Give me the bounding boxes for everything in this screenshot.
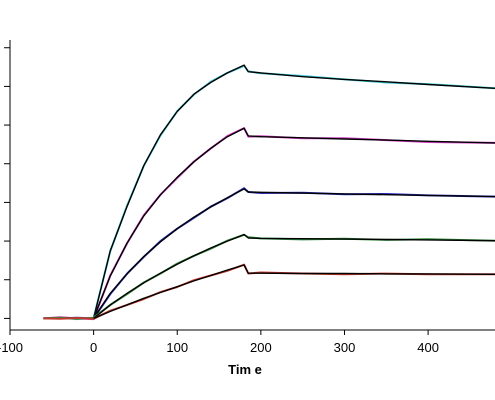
x-tick-label: 300	[334, 340, 356, 355]
x-tick-label: 0	[90, 340, 97, 355]
x-tick-label: 200	[250, 340, 272, 355]
plot-area	[43, 64, 495, 321]
fit-curve-line	[92, 64, 495, 319]
data-series-line	[43, 127, 495, 321]
x-tick-label: 400	[417, 340, 439, 355]
axes	[9, 40, 495, 331]
x-axis-ticks: -100 0 100 200 300 400	[0, 330, 439, 355]
data-series-line	[43, 187, 495, 320]
y-axis-ticks	[4, 47, 10, 319]
x-axis-title: Tim e	[228, 362, 262, 377]
x-tick-label: 100	[166, 340, 188, 355]
fit-curve-line	[92, 127, 495, 319]
fit-curve-line	[93, 233, 495, 319]
fit-curve-line	[93, 264, 495, 320]
x-tick-label: -100	[0, 340, 23, 355]
fit-curve-line	[93, 188, 495, 319]
